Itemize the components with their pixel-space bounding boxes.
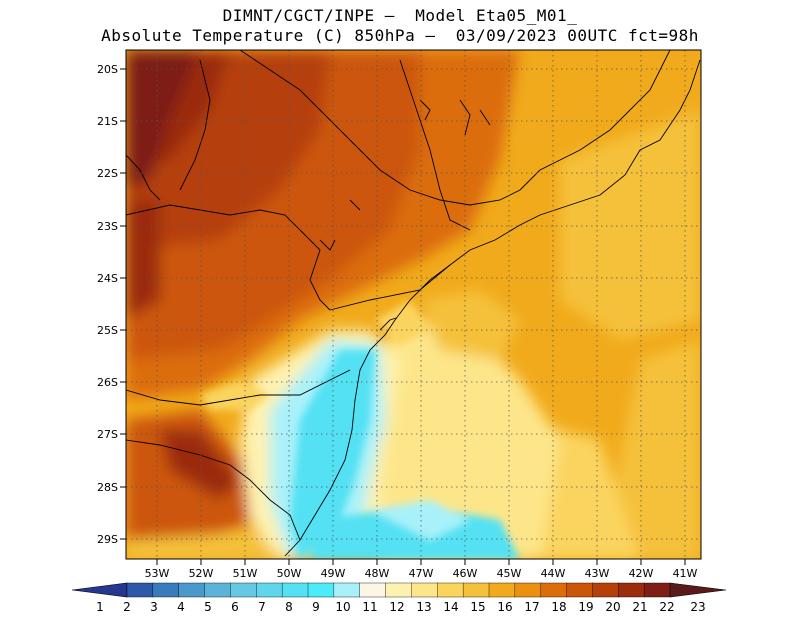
colorbar-label: 4 xyxy=(177,600,185,614)
colorbar-label: 6 xyxy=(231,600,239,614)
lat-tick-label: 24S xyxy=(97,272,118,285)
colorbar-cell xyxy=(256,582,283,598)
lon-tick-label: 47W xyxy=(409,567,434,580)
colorbar-label: 22 xyxy=(659,600,674,614)
lat-tick-label: 21S xyxy=(97,115,118,128)
colorbar-cell xyxy=(411,582,438,598)
colorbar-cell xyxy=(592,582,619,598)
map-frame xyxy=(125,49,702,560)
lon-tick-label: 50W xyxy=(277,567,302,580)
colorbar-cell xyxy=(462,582,490,598)
lon-tick-label: 46W xyxy=(453,567,478,580)
colorbar-cell xyxy=(204,582,232,598)
colorbar-label: 19 xyxy=(578,600,593,614)
colorbar-cell xyxy=(643,582,671,598)
colorbar-label: 7 xyxy=(258,600,266,614)
lon-tick-label: 52W xyxy=(189,567,214,580)
lon-tick-label: 48W xyxy=(365,567,390,580)
colorbar-cell xyxy=(126,582,154,598)
colorbar-label: 13 xyxy=(416,600,431,614)
colorbar-cell xyxy=(178,582,206,598)
colorbar-label: 5 xyxy=(204,600,212,614)
colorbar-label: 3 xyxy=(150,600,158,614)
title-line-2: Absolute Temperature (C) 850hPa – 03/09/… xyxy=(101,26,699,45)
colorbar-cell xyxy=(230,582,257,598)
colorbar-label: 21 xyxy=(632,600,647,614)
colorbar-cell xyxy=(71,582,128,598)
colorbar-labels: 1 2 3 4 5 6 7 8 9 10 11 12 13 14 15 16 1… xyxy=(96,600,705,614)
lat-tick-label: 28S xyxy=(97,481,118,494)
colorbar-cell xyxy=(669,582,727,598)
colorbar-label: 12 xyxy=(389,600,404,614)
colorbar-cell xyxy=(514,582,542,598)
colorbar-label: 10 xyxy=(335,600,350,614)
colorbar-label: 11 xyxy=(362,600,377,614)
lat-tick-label: 23S xyxy=(97,220,118,233)
temperature-field xyxy=(126,50,701,559)
colorbar-label: 17 xyxy=(524,600,539,614)
colorbar-cell xyxy=(488,582,516,598)
colorbar-cell xyxy=(540,582,568,598)
lon-tick-label: 43W xyxy=(585,567,610,580)
lon-tick-label: 51W xyxy=(233,567,258,580)
colorbar-label: 18 xyxy=(551,600,566,614)
colorbar-cell xyxy=(385,582,413,598)
colorbar-label: 9 xyxy=(312,600,320,614)
colorbar-label: 15 xyxy=(470,600,485,614)
lon-tick-label: 41W xyxy=(673,567,698,580)
colorbar-cell xyxy=(152,582,180,598)
lat-tick-label: 26S xyxy=(97,376,118,389)
lat-tick-label: 22S xyxy=(97,167,118,180)
lat-axis: 20S 21S 22S 23S 24S 25S 26S 27S 28S 29S xyxy=(97,63,126,546)
colorbar-label: 8 xyxy=(285,600,293,614)
colorbar-label: 1 xyxy=(96,600,104,614)
colorbar-cell xyxy=(437,582,464,598)
lat-tick-label: 27S xyxy=(97,428,118,441)
colorbar-label: 14 xyxy=(443,600,458,614)
lat-tick-label: 25S xyxy=(97,324,118,337)
colorbar-label: 2 xyxy=(123,600,131,614)
lon-axis: 53W 52W 51W 50W 49W 48W 47W 46W 45W 44W … xyxy=(145,559,698,580)
title-line-1: DIMNT/CGCT/INPE – Model Eta05_M01_ xyxy=(222,6,578,25)
lat-tick-label: 29S xyxy=(97,533,118,546)
colorbar-label: 16 xyxy=(497,600,512,614)
colorbar-cell xyxy=(307,582,335,598)
colorbar-cell xyxy=(281,582,309,598)
colorbar-cell xyxy=(333,582,361,598)
lon-tick-label: 53W xyxy=(145,567,170,580)
lon-tick-label: 45W xyxy=(497,567,522,580)
lon-tick-label: 44W xyxy=(541,567,566,580)
colorbar-cell xyxy=(618,582,645,598)
colorbar-label: 23 xyxy=(690,600,705,614)
colorbar xyxy=(71,582,727,598)
grid-lines xyxy=(126,50,701,559)
colorbar-cell xyxy=(359,582,387,598)
colorbar-cell xyxy=(566,582,594,598)
lon-tick-label: 49W xyxy=(321,567,346,580)
lat-tick-label: 20S xyxy=(97,63,118,76)
coastline-and-borders xyxy=(126,50,701,557)
lon-tick-label: 42W xyxy=(629,567,654,580)
colorbar-label: 20 xyxy=(605,600,620,614)
